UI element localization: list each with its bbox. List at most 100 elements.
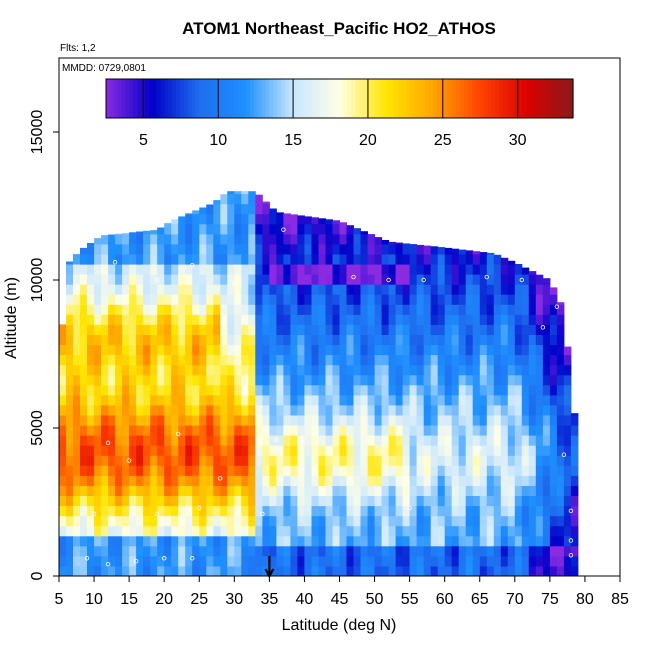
heatmap-cell: [185, 475, 193, 486]
heatmap-cell: [157, 264, 165, 275]
sample-point: [84, 556, 90, 561]
heatmap-cell: [514, 294, 523, 305]
heatmap-cell: [248, 415, 256, 426]
heatmap-cell: [479, 252, 488, 255]
heatmap-cell: [150, 555, 158, 567]
heatmap-cell: [227, 314, 235, 325]
heatmap-cell: [374, 495, 383, 507]
heatmap-cell: [423, 555, 432, 567]
heatmap-cell: [500, 374, 509, 386]
heatmap-cell: [332, 314, 340, 325]
heatmap-cell: [444, 264, 453, 275]
heatmap-cell: [227, 304, 235, 315]
heatmap-cell: [570, 545, 579, 557]
heatmap-cell: [430, 485, 439, 496]
heatmap-cell: [563, 465, 572, 476]
heatmap-cell: [423, 455, 432, 466]
heatmap-cell: [402, 495, 411, 507]
heatmap-cell: [206, 223, 214, 235]
heatmap-cell: [423, 384, 432, 396]
heatmap-cell: [178, 455, 186, 466]
heatmap-cell: [528, 354, 537, 366]
heatmap-cell: [570, 425, 579, 436]
colorbar-tick-label: 25: [434, 132, 452, 149]
heatmap-cell: [486, 485, 495, 496]
heatmap-cell: [136, 334, 144, 346]
heatmap-cell: [304, 485, 312, 496]
heatmap-cell: [276, 545, 284, 557]
heatmap-cell: [269, 223, 277, 235]
heatmap-cell: [311, 394, 319, 406]
heatmap-cell: [570, 415, 579, 426]
heatmap-cell: [192, 415, 200, 426]
heatmap-cell: [143, 284, 151, 295]
heatmap-cell: [283, 535, 291, 547]
heatmap-cell: [514, 284, 523, 295]
heatmap-cell: [381, 254, 390, 265]
heatmap-cell: [143, 545, 151, 557]
heatmap-cell: [220, 213, 228, 225]
heatmap-cell: [59, 455, 67, 466]
heatmap-cell: [122, 284, 130, 295]
heatmap-cell: [542, 515, 551, 527]
heatmap-cell: [136, 374, 144, 386]
heatmap-cell: [542, 465, 551, 476]
heatmap-cell: [150, 374, 158, 386]
heatmap-cell: [542, 278, 551, 285]
heatmap-cell: [206, 415, 214, 426]
heatmap-cell: [332, 555, 340, 567]
heatmap-cell: [115, 264, 123, 275]
heatmap-cell: [423, 394, 432, 406]
heatmap-cell: [94, 455, 102, 466]
heatmap-cell: [563, 475, 572, 486]
heatmap-cell: [402, 304, 411, 315]
heatmap-cell: [129, 404, 137, 416]
heatmap-cell: [304, 515, 312, 527]
heatmap-cell: [59, 394, 67, 406]
heatmap-cell: [458, 404, 467, 416]
heatmap-cell: [521, 384, 530, 396]
heatmap-cell: [220, 465, 228, 476]
heatmap-cell: [178, 294, 186, 305]
heatmap-cell: [535, 394, 544, 406]
heatmap-cell: [332, 364, 340, 376]
colorbar-segment: [242, 79, 247, 118]
heatmap-cell: [290, 495, 298, 507]
heatmap-cell: [472, 425, 481, 436]
heatmap-cell: [542, 354, 551, 366]
heatmap-cell: [290, 344, 298, 356]
heatmap-cell: [549, 465, 558, 476]
heatmap-cell: [465, 314, 474, 325]
heatmap-cell: [276, 455, 284, 466]
heatmap-cell: [199, 435, 207, 446]
heatmap-cell: [87, 243, 95, 255]
colorbar-segment: [429, 79, 434, 118]
heatmap-cell: [367, 545, 376, 557]
heatmap-cell: [346, 324, 354, 335]
heatmap-cell: [381, 284, 390, 295]
heatmap-cell: [143, 515, 151, 527]
heatmap-cell: [374, 565, 383, 577]
heatmap-cell: [227, 223, 235, 235]
heatmap-cell: [332, 344, 340, 356]
heatmap-cell: [248, 515, 256, 527]
heatmap-cell: [388, 525, 397, 537]
heatmap-cell: [451, 254, 460, 265]
heatmap-cell: [367, 465, 376, 476]
heatmap-cell: [94, 304, 102, 315]
heatmap-cell: [346, 243, 354, 255]
heatmap-cell: [353, 294, 361, 305]
heatmap-cell: [157, 274, 165, 285]
heatmap-cell: [290, 354, 298, 366]
heatmap-cell: [164, 525, 172, 537]
heatmap-cell: [150, 515, 158, 527]
heatmap-cell: [150, 334, 158, 346]
colorbar-segment: [129, 79, 134, 118]
heatmap-cell: [479, 384, 488, 396]
heatmap-cell: [80, 545, 88, 557]
heatmap-cell: [325, 495, 333, 507]
heatmap-cell: [276, 254, 284, 265]
heatmap-cell: [507, 555, 516, 567]
heatmap-cell: [409, 254, 418, 265]
heatmap-cell: [535, 284, 544, 295]
